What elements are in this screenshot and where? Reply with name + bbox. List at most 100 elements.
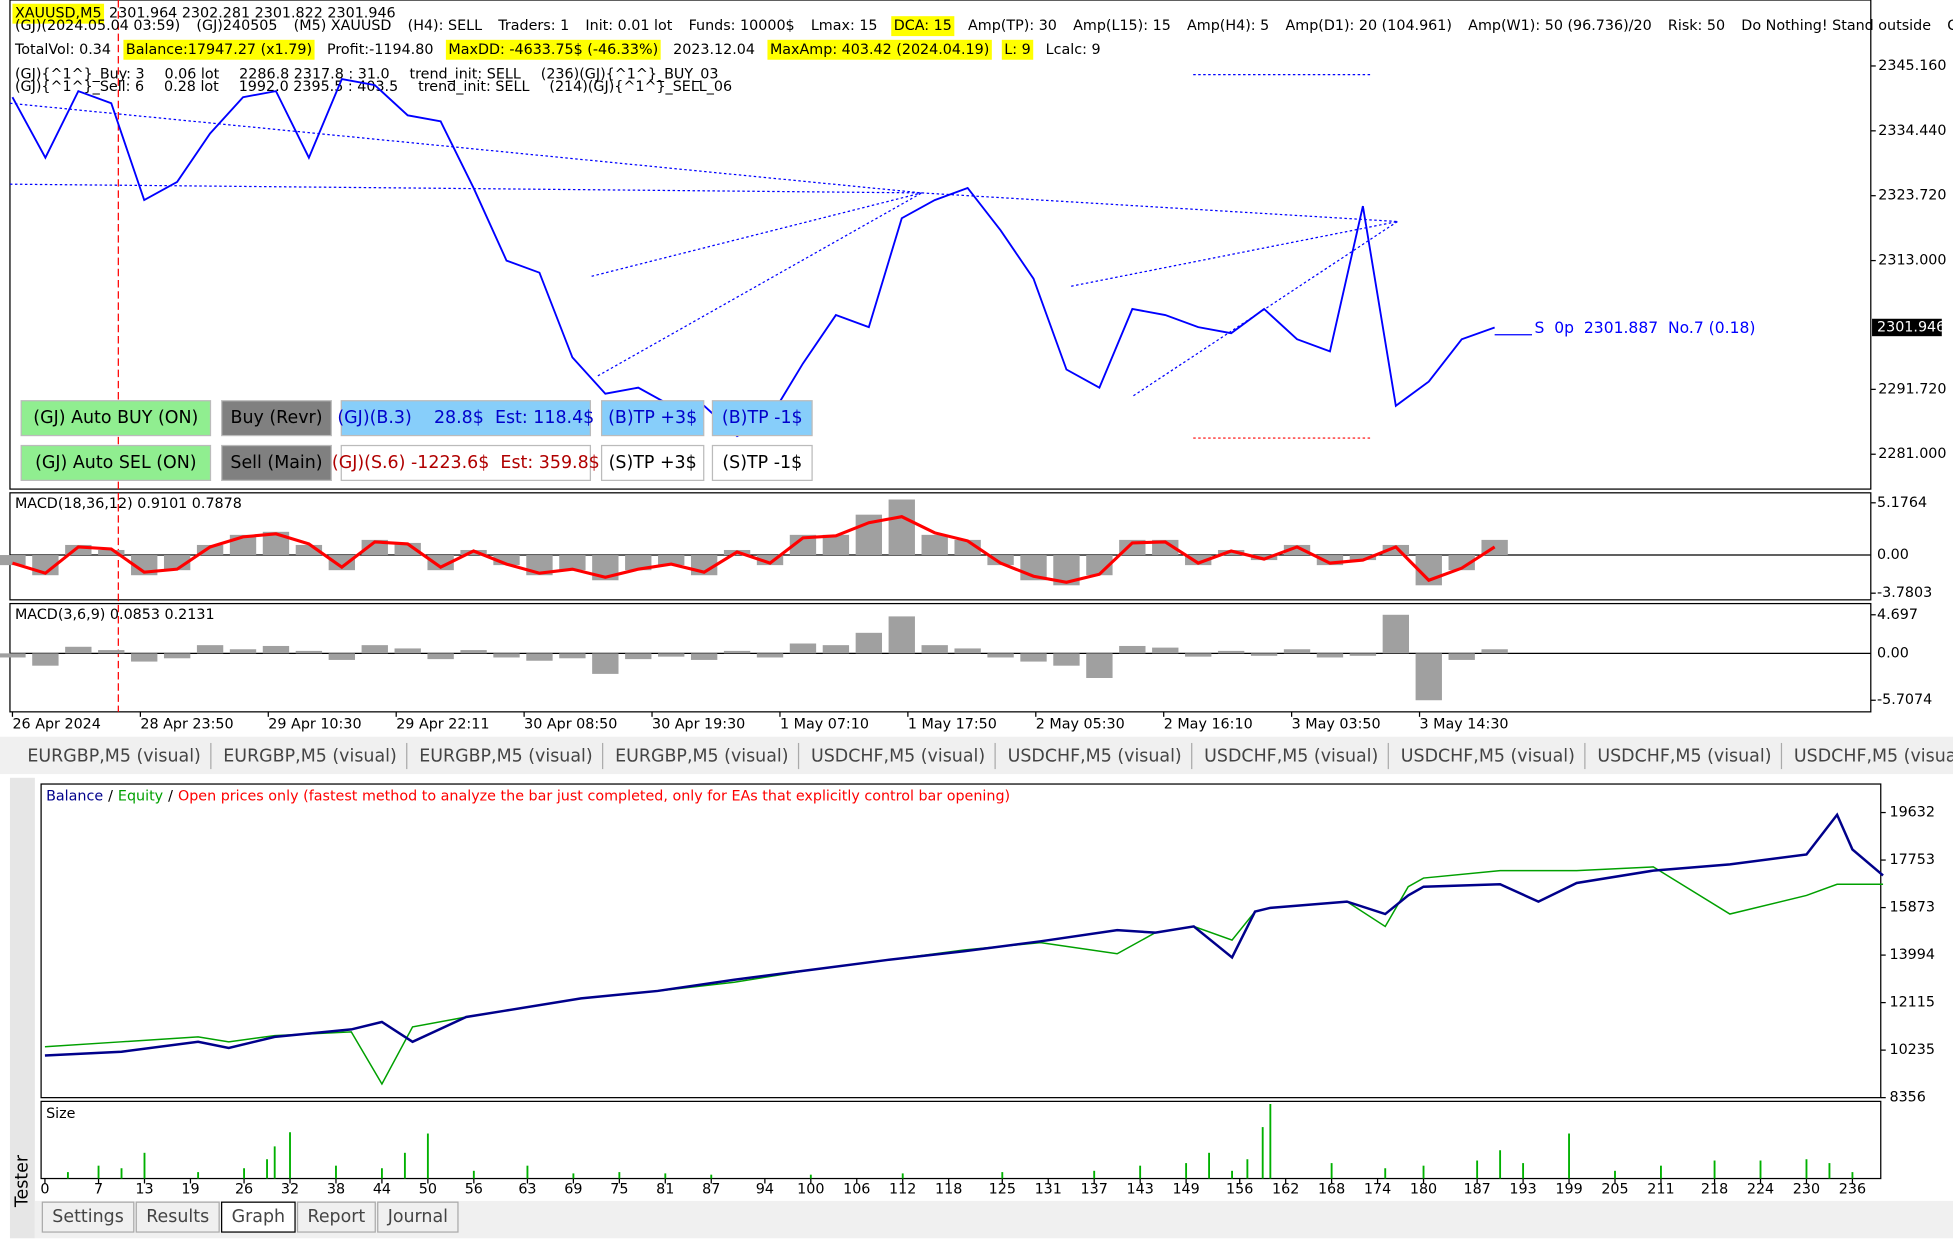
histogram-bar [262,531,290,556]
tester-tab[interactable]: Graph [232,1207,285,1227]
toolbar-button[interactable] [221,400,332,437]
symbol-tab[interactable]: USDCHF,M5 (visual) [1401,747,1575,767]
deal-label: 106 [843,1182,870,1198]
button-label[interactable]: (GJ)(S.6) -1223.6$ Est: 359.8$ [332,453,600,473]
histogram-bar [1053,653,1080,666]
tester-tab[interactable]: Results [146,1207,209,1227]
status-text: MaxDD: -4633.75$ (-46.33%) [448,42,658,58]
histogram-bar [32,653,59,666]
toolbar-button[interactable] [20,400,212,437]
deal-label: 87 [702,1182,720,1198]
status-text: Amp(L15): 15 [1073,18,1171,34]
button-label[interactable]: Buy (Revr) [231,408,323,428]
symbol-tab[interactable]: USDCHF,M5 (visual) [1008,747,1182,767]
time-label: 29 Apr 10:30 [268,716,361,732]
indicator-title: MACD(18,36,12) 0.9101 0.7878 [15,496,242,512]
histogram-bar [328,653,356,660]
indicator-label: 5.1764 [1877,495,1927,511]
time-label: 2 May 16:10 [1164,716,1253,732]
deal-label: 149 [1172,1182,1199,1198]
histogram-bar [361,645,388,654]
histogram-bar [196,544,224,556]
histogram-bar [592,653,619,674]
toolbar-button[interactable] [340,400,592,437]
tester-tab[interactable]: Journal [387,1207,448,1227]
histogram-bar [1382,544,1410,556]
deal-label: 44 [373,1182,391,1198]
toolbar-button[interactable] [20,444,212,481]
highlight [1001,39,1034,60]
order-annotation: S 0p 2301.887 No.7 (0.18) [1534,319,1755,337]
status-text: 1992.0 2395.5 : 403.5 [239,79,399,95]
status-text: CycleBuy: true [1947,18,1953,34]
histogram-bar [1448,653,1475,660]
deal-label: 118 [935,1182,962,1198]
symbol-tab[interactable]: USDCHF,M5 (visual) [1794,747,1953,767]
histogram-bar [295,544,323,556]
highlight [767,39,992,60]
histogram-bar [1217,650,1245,654]
toolbar-button[interactable] [340,444,592,481]
symbol-tab[interactable]: EURGBP,M5 (visual) [27,747,200,767]
button-label[interactable]: (B)TP -1$ [722,408,803,428]
symbol-tab[interactable]: EURGBP,M5 (visual) [223,747,396,767]
histogram-bar [1185,555,1212,566]
toolbar-button[interactable] [711,400,813,437]
tab-frame [41,1201,135,1233]
highlight [891,16,955,37]
time-label: 28 Apr 23:50 [140,716,233,732]
status-text: 0.28 lot [164,79,219,95]
toolbar-button[interactable] [600,444,705,481]
symbol-tab[interactable]: USDCHF,M5 (visual) [1204,747,1378,767]
button-label[interactable]: (GJ) Auto BUY (ON) [33,408,198,428]
deal-label: 63 [518,1182,536,1198]
histogram-bar [1086,653,1113,679]
histogram-bar [658,555,685,566]
equity-label: 13994 [1889,947,1935,963]
current-price-box [1872,318,1942,337]
histogram-bar [295,650,323,654]
deal-label: 224 [1747,1182,1774,1198]
histogram-bar [1349,653,1377,656]
button-label[interactable]: (S)TP +3$ [609,453,697,473]
histogram-bar [954,648,981,654]
histogram-bar [1382,614,1410,654]
symbol-tab[interactable]: USDCHF,M5 (visual) [1597,747,1771,767]
button-label[interactable]: (S)TP -1$ [722,453,802,473]
time-label: 1 May 07:10 [780,716,869,732]
histogram-bar [789,643,817,654]
symbol-tab[interactable]: EURGBP,M5 (visual) [615,747,788,767]
tester-tab[interactable]: Report [307,1207,365,1227]
toolbar-button[interactable] [221,444,332,481]
histogram-bar [1185,653,1212,657]
histogram-bar [987,555,1014,566]
tester-tab[interactable]: Settings [52,1207,123,1227]
deal-label: 143 [1126,1182,1153,1198]
histogram-bar [888,499,915,556]
deal-label: 13 [135,1182,153,1198]
button-label[interactable]: (GJ) Auto SEL (ON) [35,453,196,473]
status-text: Do Nothing! Stand outside [1741,18,1931,34]
histogram-bar [625,555,652,571]
button-label[interactable]: (GJ)(B.3) 28.8$ Est: 118.4$ [337,408,594,428]
histogram-bar [625,653,652,660]
status-text: (214)(GJ){^1^}_SELL_06 [549,79,732,95]
indicator-label: -5.7074 [1877,692,1932,708]
trend-line [591,192,922,277]
status-text: Traders: 1 [497,18,569,34]
symbol-tab[interactable]: USDCHF,M5 (visual) [811,747,985,767]
histogram-bar [1283,649,1311,654]
button-label[interactable]: Sell (Main) [230,453,322,473]
toolbar-button[interactable] [711,444,813,481]
histogram-bar [493,653,520,658]
toolbar-button[interactable] [600,400,705,437]
price-label: 2323.720 [1878,188,1946,204]
deal-label: 199 [1555,1182,1582,1198]
histogram-bar [526,653,553,661]
status-text: TotalVol: 0.34 [14,42,111,58]
tab-frame [296,1201,376,1233]
button-label[interactable]: (B)TP +3$ [608,408,697,428]
deal-label: 218 [1701,1182,1728,1198]
symbol-tab[interactable]: EURGBP,M5 (visual) [419,747,592,767]
